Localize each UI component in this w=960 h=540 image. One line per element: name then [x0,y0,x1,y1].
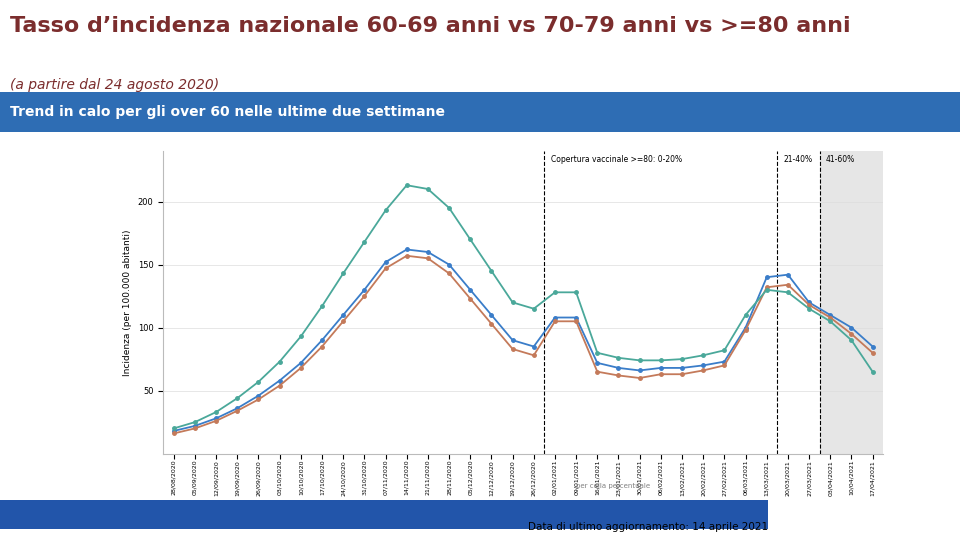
Y-axis label: Incidenza (per 100.000 abitanti): Incidenza (per 100.000 abitanti) [123,229,132,376]
Text: Tasso d’incidenza nazionale 60-69 anni vs 70-79 anni vs >=80 anni: Tasso d’incidenza nazionale 60-69 anni v… [10,16,851,36]
Text: Trend in calo per gli over 60 nelle ultime due settimane: Trend in calo per gli over 60 nelle ulti… [10,105,444,119]
Text: per cella percentuale: per cella percentuale [576,483,650,489]
Text: Data di ultimo aggiornamento: 14 aprile 2021: Data di ultimo aggiornamento: 14 aprile … [528,522,768,532]
Text: Copertura vaccinale >=80: 0-20%: Copertura vaccinale >=80: 0-20% [551,155,682,164]
Text: (a partire dal 24 agosto 2020): (a partire dal 24 agosto 2020) [10,78,219,92]
Bar [820,151,883,454]
Text: 41-60%: 41-60% [826,155,855,164]
Text: 21-40%: 21-40% [783,155,813,164]
